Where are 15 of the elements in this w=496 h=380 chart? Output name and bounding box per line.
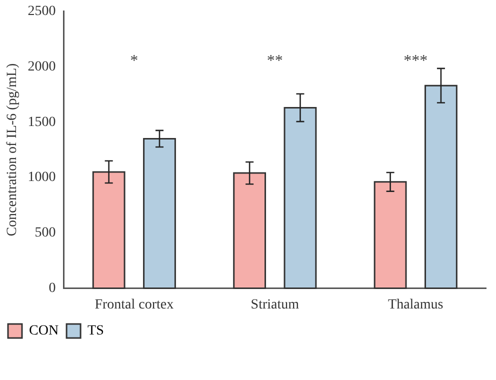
y-tick-label: 2000 (28, 59, 56, 74)
y-tick-label: 1000 (28, 170, 56, 186)
y-tick-label: 1500 (28, 114, 56, 130)
y-tick-label: 2500 (28, 4, 56, 20)
y-tick-label: 500 (34, 226, 56, 241)
y-tick-label: 0 (48, 280, 56, 296)
y-axis-title: Concentration of IL-6 (pg/mL) (5, 62, 20, 236)
annotation: *** (404, 52, 428, 70)
legend-label: TS (88, 324, 104, 339)
x-tick-label: Frontal cortex (94, 297, 174, 312)
annotation: ** (266, 52, 283, 70)
annotation: * (130, 52, 138, 70)
x-tick-label: Thalamus (388, 297, 444, 312)
legend-label: CON (29, 324, 59, 339)
x-tick-label: Striatum (250, 297, 300, 312)
